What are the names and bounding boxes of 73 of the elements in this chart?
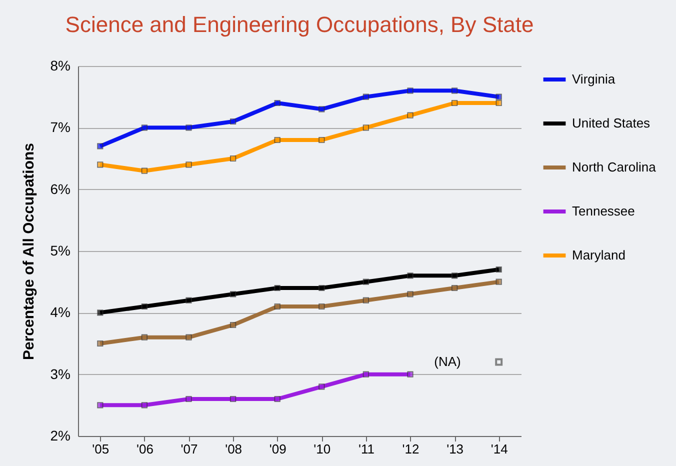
point — [362, 94, 369, 100]
point — [318, 284, 325, 292]
x-tick-label: '13 — [446, 442, 464, 456]
point — [362, 124, 369, 131]
chart-title: Science and Engineering Occupations, By State — [65, 12, 534, 37]
point — [318, 384, 325, 390]
x-tick-label: '09 — [269, 442, 286, 456]
point — [407, 112, 414, 118]
point — [496, 100, 502, 106]
point — [452, 88, 458, 94]
point — [274, 396, 280, 402]
x-tick-label: '12 — [402, 442, 420, 456]
annotation: (NA) — [434, 354, 461, 369]
point — [186, 162, 192, 168]
point — [97, 402, 104, 408]
point — [496, 278, 502, 285]
point — [362, 371, 369, 378]
point — [274, 136, 280, 144]
y-tick-label: 2% — [50, 428, 70, 444]
point — [97, 143, 104, 150]
point — [230, 118, 236, 125]
legend-label: Tennessee — [572, 204, 635, 218]
point — [186, 334, 192, 340]
point — [362, 278, 369, 285]
y-axis-title: Percentage of All Occupations — [20, 143, 38, 360]
point — [186, 396, 192, 402]
point — [97, 162, 104, 168]
point — [141, 168, 148, 174]
point — [97, 340, 104, 347]
x-tick-label: '05 — [92, 442, 110, 456]
point — [362, 297, 369, 304]
legend-label: North Carolina — [572, 160, 657, 174]
point — [230, 322, 236, 328]
point — [230, 155, 236, 162]
legend-label: Virginia — [572, 72, 616, 86]
x-tick-label: '08 — [225, 442, 242, 456]
y-tick-label: 3% — [50, 366, 70, 382]
point — [230, 291, 236, 298]
legend-label: United States — [572, 116, 651, 130]
x-tick-label: '11 — [358, 442, 374, 456]
y-tick-label: 6% — [50, 180, 70, 197]
y-tick-label: 8% — [50, 58, 70, 74]
point — [452, 284, 458, 292]
point — [318, 303, 325, 310]
point — [141, 334, 148, 340]
point — [230, 396, 236, 402]
point — [452, 100, 458, 106]
point — [452, 272, 458, 279]
y-tick-label: 5% — [50, 242, 70, 258]
point — [318, 136, 325, 144]
y-tick-label: 4% — [50, 304, 70, 320]
x-tick-label: '14 — [490, 442, 508, 456]
x-tick-label: '06 — [136, 442, 154, 456]
point — [496, 94, 502, 100]
point — [274, 284, 280, 292]
point — [407, 272, 414, 279]
y-tick-label: 7% — [50, 119, 70, 136]
point — [274, 100, 280, 106]
point — [407, 88, 414, 94]
point — [186, 124, 192, 131]
x-tick-label: '10 — [314, 442, 331, 456]
point — [141, 303, 148, 310]
x-tick-label: '07 — [180, 442, 198, 456]
point — [407, 291, 414, 298]
point — [141, 402, 148, 408]
point — [141, 124, 148, 131]
point — [97, 310, 104, 316]
point — [407, 371, 414, 378]
legend-label: Maryland — [572, 248, 626, 262]
point — [496, 266, 502, 273]
point — [186, 297, 192, 304]
point — [274, 303, 280, 310]
point — [318, 106, 325, 112]
